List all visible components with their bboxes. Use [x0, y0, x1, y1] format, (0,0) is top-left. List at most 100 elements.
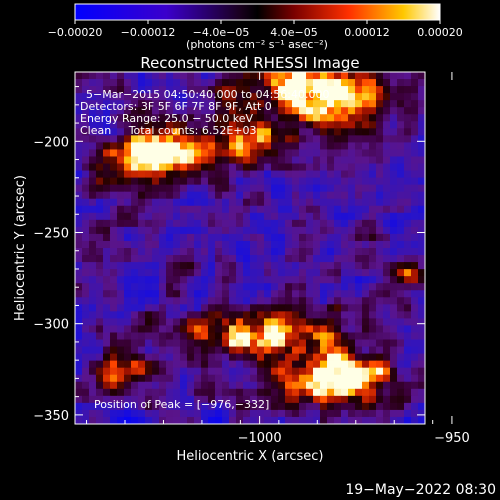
heatmap-pixel	[320, 121, 328, 129]
heatmap-pixel	[257, 114, 265, 122]
heatmap-pixel	[257, 388, 265, 397]
heatmap-pixel	[320, 156, 328, 165]
heatmap-pixel	[215, 149, 223, 158]
heatmap-pixel	[313, 367, 321, 376]
heatmap-pixel	[306, 156, 314, 165]
heatmap-pixel	[299, 283, 307, 291]
heatmap-pixel	[208, 114, 216, 122]
heatmap-pixel	[152, 170, 160, 179]
heatmap-pixel	[131, 304, 139, 312]
heatmap-pixel	[131, 198, 139, 207]
heatmap-pixel	[369, 325, 377, 334]
heatmap-pixel	[75, 367, 83, 376]
heatmap-pixel	[222, 128, 230, 136]
heatmap-pixel	[166, 100, 174, 108]
heatmap-pixel	[208, 142, 216, 151]
heatmap-pixel	[187, 283, 195, 291]
heatmap-pixel	[173, 72, 181, 80]
heatmap-pixel	[250, 198, 258, 207]
heatmap-pixel	[124, 360, 132, 369]
heatmap-pixel	[327, 262, 335, 270]
y-axis: −200−250−300−350	[33, 86, 425, 424]
heatmap-pixel	[355, 191, 363, 200]
heatmap-pixel	[201, 353, 209, 362]
heatmap-pixel	[376, 339, 384, 348]
heatmap-pixel	[145, 332, 153, 341]
heatmap-pixel	[313, 311, 321, 319]
heatmap-pixel	[215, 240, 223, 249]
heatmap-pixel	[313, 416, 321, 424]
heatmap-pixel	[327, 142, 335, 151]
heatmap-pixel	[243, 374, 251, 383]
heatmap-pixel	[327, 226, 335, 235]
heatmap-pixel	[418, 346, 425, 355]
heatmap-pixel	[355, 325, 363, 334]
heatmap-pixel	[362, 374, 370, 383]
heatmap-pixel	[229, 107, 237, 115]
heatmap-pixel	[117, 255, 125, 263]
heatmap-pixel	[222, 367, 230, 376]
heatmap-pixel	[152, 367, 160, 376]
heatmap-pixel	[166, 121, 174, 129]
heatmap-pixel	[187, 128, 195, 136]
heatmap-pixel	[341, 297, 349, 305]
heatmap-pixel	[201, 276, 209, 284]
heatmap-pixel	[187, 191, 195, 200]
heatmap-pixel	[138, 325, 146, 334]
heatmap-pixel	[299, 388, 307, 397]
heatmap-pixel	[348, 255, 356, 263]
heatmap-pixel	[103, 240, 111, 249]
heatmap-pixel	[271, 248, 279, 256]
heatmap-pixel	[418, 381, 425, 390]
heatmap-pixel	[229, 114, 237, 122]
heatmap-pixel	[271, 149, 279, 158]
heatmap-pixel	[376, 255, 384, 263]
heatmap-pixel	[411, 135, 419, 143]
heatmap-pixel	[313, 198, 321, 207]
heatmap-pixel	[187, 114, 195, 122]
heatmap-pixel	[292, 409, 300, 418]
heatmap-pixel	[306, 177, 314, 186]
heatmap-pixel	[145, 409, 153, 418]
heatmap-pixel	[110, 156, 118, 165]
heatmap-pixel	[117, 233, 125, 242]
heatmap-pixel	[362, 416, 370, 424]
heatmap-pixel	[215, 381, 223, 390]
heatmap-pixel	[201, 219, 209, 228]
heatmap-pixel	[152, 93, 160, 101]
heatmap-pixel	[278, 135, 286, 143]
heatmap-pixel	[250, 72, 258, 80]
heatmap-pixel	[96, 304, 104, 312]
heatmap-pixel	[348, 332, 356, 341]
heatmap-pixel	[201, 72, 209, 80]
heatmap-pixel	[383, 367, 391, 376]
heatmap-pixel	[96, 184, 104, 193]
heatmap-pixel	[215, 360, 223, 369]
heatmap-pixel	[166, 212, 174, 221]
heatmap-pixel	[201, 283, 209, 291]
heatmap-pixel	[187, 325, 195, 334]
heatmap-pixel	[124, 353, 132, 362]
heatmap-pixel	[278, 297, 286, 305]
heatmap-pixel	[82, 332, 90, 341]
heatmap-pixel	[348, 100, 356, 108]
heatmap-pixel	[173, 395, 181, 404]
heatmap-pixel	[229, 212, 237, 221]
heatmap-pixel	[82, 367, 90, 376]
heatmap-pixel	[89, 297, 97, 305]
heatmap-pixel	[243, 142, 251, 151]
heatmap-pixel	[152, 121, 160, 129]
heatmap-pixel	[152, 114, 160, 122]
heatmap-pixel	[334, 290, 342, 298]
heatmap-pixel	[166, 149, 174, 158]
heatmap-pixel	[369, 332, 377, 341]
heatmap-pixel	[390, 149, 398, 158]
heatmap-pixel	[390, 360, 398, 369]
heatmap-pixel	[124, 395, 132, 404]
heatmap-pixel	[271, 86, 279, 94]
heatmap-pixel	[152, 276, 160, 284]
heatmap-pixel	[222, 149, 230, 158]
heatmap-pixel	[145, 233, 153, 242]
heatmap-pixel	[355, 212, 363, 221]
heatmap-pixel	[355, 205, 363, 214]
